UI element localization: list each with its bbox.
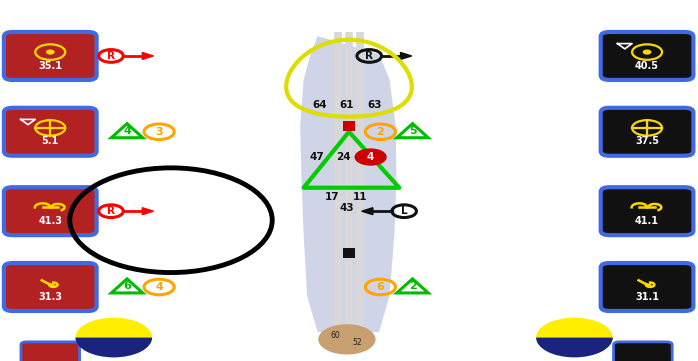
FancyBboxPatch shape: [4, 187, 96, 235]
Text: 41.1: 41.1: [635, 216, 659, 226]
Text: 43: 43: [340, 203, 354, 213]
Polygon shape: [142, 52, 154, 60]
Text: 35.1: 35.1: [38, 61, 62, 71]
FancyBboxPatch shape: [4, 32, 96, 80]
Text: 52: 52: [352, 339, 362, 347]
Wedge shape: [536, 318, 613, 338]
Polygon shape: [362, 208, 373, 215]
Text: 4: 4: [367, 152, 374, 162]
Text: R: R: [107, 206, 115, 216]
Text: 11: 11: [353, 192, 367, 202]
Text: L: L: [401, 206, 408, 216]
Text: 5.1: 5.1: [42, 136, 59, 147]
FancyBboxPatch shape: [601, 32, 693, 80]
Text: 41.3: 41.3: [38, 216, 62, 226]
Text: 2: 2: [376, 127, 385, 137]
Text: 61: 61: [340, 100, 354, 110]
Polygon shape: [142, 208, 154, 215]
Wedge shape: [75, 318, 152, 338]
Bar: [343, 121, 355, 131]
Text: 40.5: 40.5: [635, 61, 659, 71]
Text: 2: 2: [408, 282, 417, 291]
FancyBboxPatch shape: [21, 342, 80, 361]
Text: R: R: [365, 51, 373, 61]
FancyBboxPatch shape: [4, 108, 96, 156]
FancyBboxPatch shape: [601, 108, 693, 156]
FancyBboxPatch shape: [614, 342, 672, 361]
Text: 17: 17: [325, 192, 339, 202]
Polygon shape: [300, 36, 396, 332]
Circle shape: [644, 50, 651, 54]
Bar: [343, 248, 355, 258]
Text: 5: 5: [409, 126, 416, 136]
Text: 31.3: 31.3: [38, 292, 62, 302]
Text: 60: 60: [331, 331, 341, 340]
FancyBboxPatch shape: [601, 263, 693, 311]
Text: 6: 6: [376, 282, 385, 292]
Text: 37.5: 37.5: [635, 136, 659, 147]
Text: 6: 6: [123, 282, 131, 291]
Text: 31.1: 31.1: [635, 292, 659, 302]
Text: 63: 63: [367, 100, 381, 110]
FancyBboxPatch shape: [601, 187, 693, 235]
Text: 4: 4: [123, 126, 131, 136]
Text: 3: 3: [156, 127, 163, 137]
Text: 64: 64: [313, 100, 327, 110]
Text: 4: 4: [155, 282, 163, 292]
Text: 47: 47: [309, 152, 325, 162]
Polygon shape: [401, 52, 412, 60]
FancyBboxPatch shape: [4, 263, 96, 311]
Circle shape: [319, 325, 375, 354]
Circle shape: [355, 149, 386, 165]
Circle shape: [47, 50, 54, 54]
Wedge shape: [536, 338, 613, 357]
Wedge shape: [75, 338, 152, 357]
Text: R: R: [107, 51, 115, 61]
Text: 24: 24: [336, 152, 350, 162]
